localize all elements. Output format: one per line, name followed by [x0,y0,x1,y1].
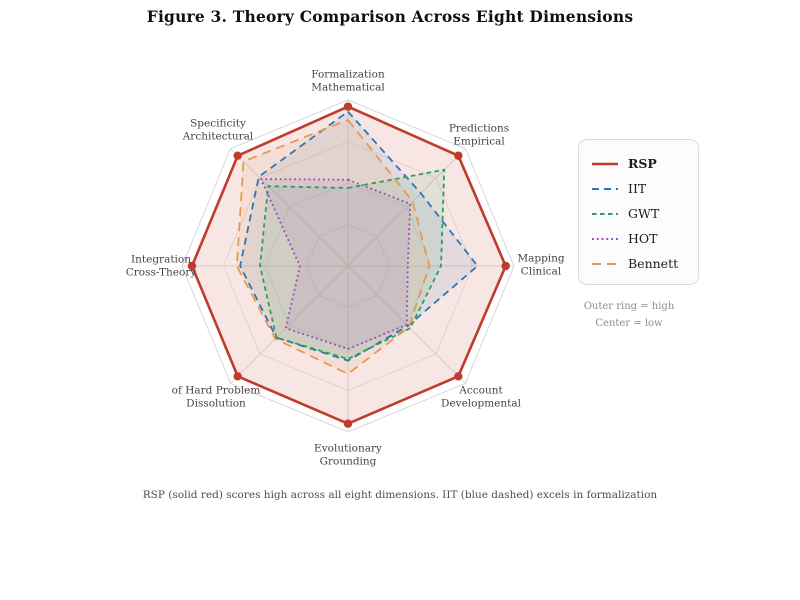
series-marker-rsp [343,102,353,111]
series-line-gwt [259,168,446,360]
grid-spoke [347,148,466,267]
series-fill-iit [240,111,478,361]
axis-label-line: Mathematical [311,81,385,93]
axis-label-line: Evolutionary [314,442,382,455]
series-marker-rsp [233,151,242,160]
legend-label-iit: IIT [628,181,647,196]
axis-label-account-developmental: Account Developmental [441,385,521,410]
legend-swatch-rsp [592,162,618,165]
axis-label-line: Developmental [441,397,521,409]
series-marker-rsp [187,261,197,271]
axis-label-line: Mapping [517,252,565,265]
legend-box: RSP IIT GWT HOT Bennett [578,139,699,285]
axis-label-line: Account [459,384,503,397]
axis-label-specificity-architectural: Specificity Architectural [183,118,254,143]
series-marker-rsp [233,372,242,381]
axis-label-line: Predictions [448,122,510,135]
figure-title: Figure 3. Theory Comparison Across Eight… [146,7,634,26]
legend-item-rsp: RSP [591,151,698,176]
legend-item-hot: HOT [591,226,698,251]
axis-label-line: Clinical [520,265,562,277]
series-marker-rsp [343,419,353,428]
figure-caption: RSP (solid red) scores high across all e… [142,489,658,501]
legend-swatch-bennett [592,262,618,265]
series-fill-bennett [236,119,430,374]
axis-label-line: Integration [130,253,192,266]
legend-swatch-iit [592,187,618,190]
axis-label-evolutionary-grounding: Evolutionary Grounding [314,443,382,468]
series-line-hot [260,178,412,350]
series-marker-rsp [454,372,463,381]
legend-item-bennett: Bennett [591,251,698,276]
axis-label-line: Empirical [453,135,505,147]
axis-label-formalization-mathematical: Formalization Mathematical [311,69,385,94]
legend-label-bennett: Bennett [628,256,679,271]
axis-label-line: Specificity [190,117,246,130]
series-marker-rsp [501,261,510,271]
legend-item-gwt: GWT [591,201,698,226]
legend-swatch-gwt [592,212,618,215]
axis-label-mapping-clinical: Mapping Clinical [517,253,564,278]
axis-label-line: Grounding [319,455,377,467]
grid-spoke [230,265,349,384]
series-line-iit [239,110,479,362]
axis-label-predictions-empirical: Predictions Empirical [449,123,509,148]
legend-item-iit: IIT [591,176,698,201]
legend-label-gwt: GWT [628,206,660,221]
axis-label-line: of Hard Problem [171,384,261,397]
axis-label-ofhardproblem-dissolution: of Hard Problem Dissolution [172,385,261,410]
legend-label-hot: HOT [628,231,658,246]
series-fill-hot [261,179,411,349]
axis-label-line: Cross-Theory [125,266,197,278]
series-line-bennett [235,119,431,375]
axis-label-line: Architectural [182,130,254,142]
axis-label-line: Formalization [311,68,385,81]
legend-note-outer: Outer ring = high [583,301,675,312]
legend-note-center: Center = low [595,317,663,329]
grid-spoke [230,148,349,267]
series-fill-gwt [260,169,445,359]
legend-note: Outer ring = high Center = low [569,299,689,332]
series-marker-rsp [454,151,463,160]
legend-label-rsp: RSP [628,156,657,171]
legend-swatch-hot [592,237,618,240]
axis-label-integration-cross-theory: Integration Cross-Theory [126,254,197,279]
axis-label-line: Dissolution [186,397,246,409]
